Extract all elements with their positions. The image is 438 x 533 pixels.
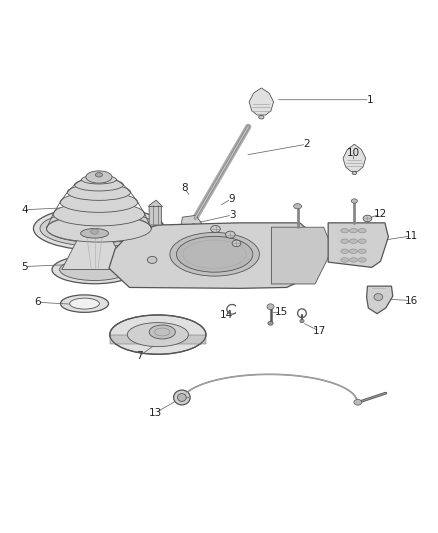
Ellipse shape xyxy=(127,322,188,346)
Text: 12: 12 xyxy=(254,231,267,241)
Text: 17: 17 xyxy=(313,326,326,336)
Ellipse shape xyxy=(46,215,151,242)
Ellipse shape xyxy=(191,224,196,228)
Ellipse shape xyxy=(53,203,145,226)
Ellipse shape xyxy=(91,229,99,234)
Ellipse shape xyxy=(350,258,357,262)
Polygon shape xyxy=(328,223,389,268)
Ellipse shape xyxy=(358,239,366,244)
Ellipse shape xyxy=(351,199,357,203)
Ellipse shape xyxy=(95,173,102,177)
Text: 13: 13 xyxy=(149,408,162,418)
Polygon shape xyxy=(181,215,201,235)
Polygon shape xyxy=(62,233,127,270)
Polygon shape xyxy=(343,144,366,171)
Ellipse shape xyxy=(341,258,349,262)
Text: 9: 9 xyxy=(228,194,234,204)
Ellipse shape xyxy=(173,390,190,405)
Ellipse shape xyxy=(341,229,349,233)
Text: 15: 15 xyxy=(274,308,288,317)
Ellipse shape xyxy=(74,179,124,191)
Ellipse shape xyxy=(354,399,362,405)
Text: 4: 4 xyxy=(21,205,28,215)
Ellipse shape xyxy=(232,240,241,247)
Ellipse shape xyxy=(267,304,274,310)
Ellipse shape xyxy=(170,232,259,276)
Ellipse shape xyxy=(341,239,349,244)
Text: 14: 14 xyxy=(220,310,233,320)
Ellipse shape xyxy=(363,215,372,222)
Ellipse shape xyxy=(341,249,349,253)
Ellipse shape xyxy=(352,172,357,175)
Ellipse shape xyxy=(374,294,383,301)
Ellipse shape xyxy=(60,295,109,312)
Ellipse shape xyxy=(148,256,157,263)
Text: 12: 12 xyxy=(374,209,387,219)
Text: 10: 10 xyxy=(347,148,360,158)
Text: 1: 1 xyxy=(366,95,373,104)
Polygon shape xyxy=(237,305,243,313)
Ellipse shape xyxy=(60,192,138,212)
Ellipse shape xyxy=(259,116,264,119)
Ellipse shape xyxy=(149,325,175,339)
Ellipse shape xyxy=(52,255,137,284)
Ellipse shape xyxy=(33,207,164,251)
Ellipse shape xyxy=(358,249,366,253)
Ellipse shape xyxy=(110,315,206,354)
Ellipse shape xyxy=(293,204,301,209)
Text: 6: 6 xyxy=(35,297,41,308)
Ellipse shape xyxy=(40,211,158,246)
Ellipse shape xyxy=(226,231,235,238)
Polygon shape xyxy=(367,286,393,313)
Text: 2: 2 xyxy=(303,139,310,149)
Polygon shape xyxy=(149,200,161,225)
Ellipse shape xyxy=(67,184,131,200)
Text: 9: 9 xyxy=(133,248,139,259)
Ellipse shape xyxy=(81,175,117,184)
Polygon shape xyxy=(110,335,206,344)
Polygon shape xyxy=(249,88,274,115)
Ellipse shape xyxy=(300,319,304,323)
Text: 11: 11 xyxy=(404,231,418,241)
Text: 5: 5 xyxy=(21,262,28,271)
Ellipse shape xyxy=(350,249,357,253)
Ellipse shape xyxy=(211,225,220,232)
Ellipse shape xyxy=(86,171,112,183)
Ellipse shape xyxy=(81,229,109,238)
Polygon shape xyxy=(109,223,324,288)
Text: 3: 3 xyxy=(229,210,235,220)
Ellipse shape xyxy=(177,393,186,401)
Ellipse shape xyxy=(60,259,130,280)
Ellipse shape xyxy=(177,236,253,272)
Ellipse shape xyxy=(350,229,357,233)
Ellipse shape xyxy=(350,239,357,244)
Text: 7: 7 xyxy=(136,351,143,361)
Text: 8: 8 xyxy=(181,183,187,193)
Ellipse shape xyxy=(358,258,366,262)
Ellipse shape xyxy=(268,321,273,325)
Polygon shape xyxy=(272,227,332,284)
Ellipse shape xyxy=(358,229,366,233)
Ellipse shape xyxy=(70,298,99,309)
Text: 16: 16 xyxy=(404,296,418,305)
